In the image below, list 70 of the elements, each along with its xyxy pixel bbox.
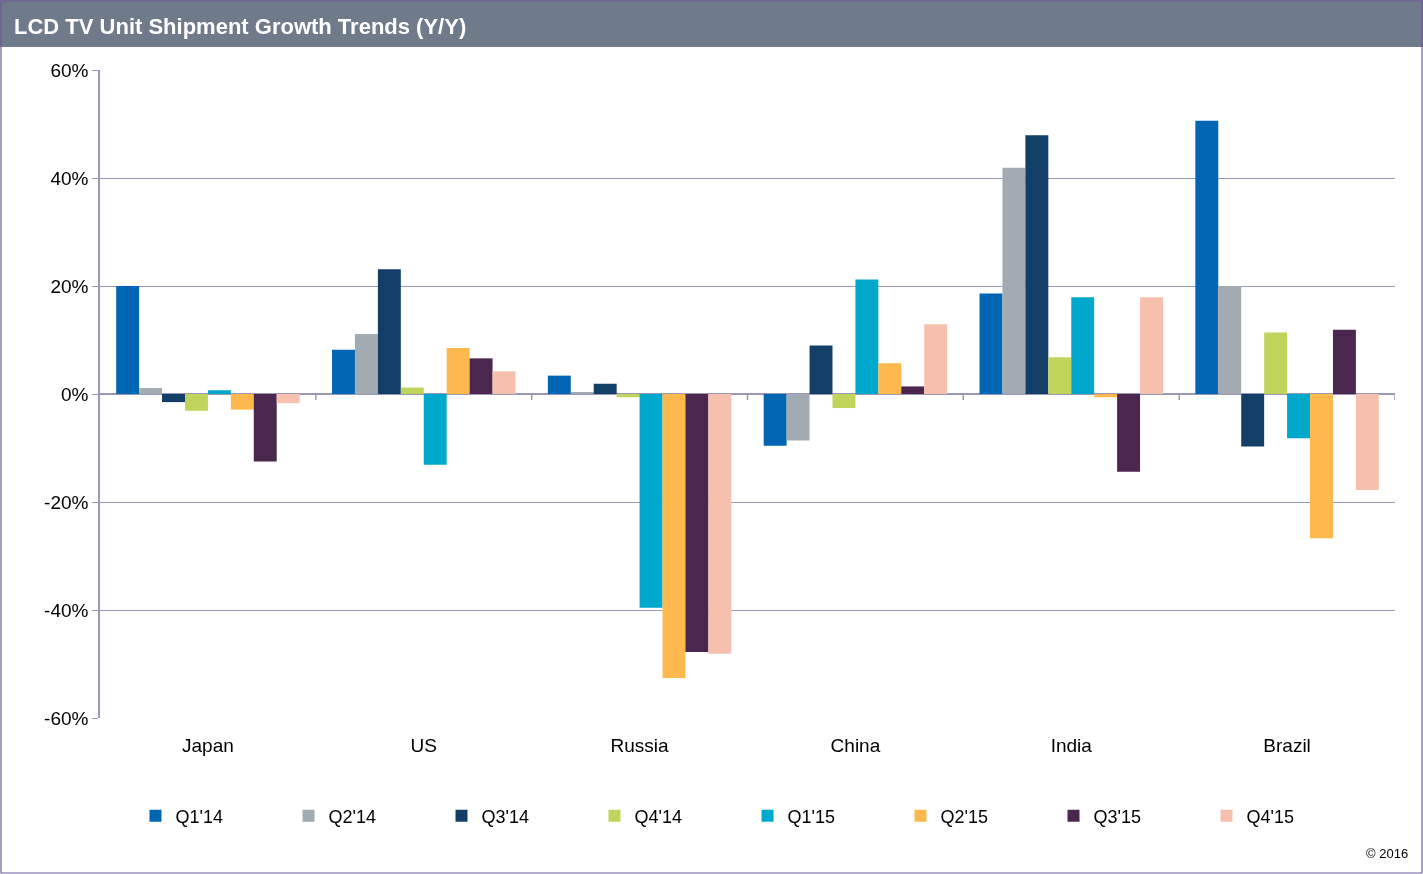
- bar: [423, 394, 447, 465]
- legend-label: Q3'15: [1093, 806, 1141, 827]
- x-tick-label: Japan: [182, 735, 234, 756]
- legend-label: Q3'14: [481, 806, 529, 827]
- bar: [1310, 394, 1333, 539]
- legend-label: Q2'15: [940, 806, 988, 827]
- bar: [1002, 167, 1026, 394]
- chart-title: LCD TV Unit Shipment Growth Trends (Y/Y): [14, 13, 467, 39]
- bar: [162, 394, 185, 403]
- bar: [1241, 394, 1265, 447]
- bar: [1048, 357, 1072, 394]
- bar: [786, 394, 810, 441]
- text: © 2016: [1366, 846, 1409, 861]
- y-tick-label: 0%: [60, 383, 89, 405]
- bar: [1140, 297, 1163, 394]
- y-tick-label: 60%: [50, 59, 89, 81]
- bar: [354, 334, 378, 394]
- bar: [616, 394, 640, 398]
- bar: [1332, 329, 1356, 394]
- bar: [139, 388, 163, 394]
- bar: [855, 279, 879, 394]
- legend-label: Q1'14: [175, 806, 223, 827]
- bar: [1195, 120, 1219, 394]
- bar: [547, 375, 571, 394]
- bar: [593, 383, 617, 394]
- bar: [469, 358, 493, 394]
- bar: [1264, 332, 1288, 394]
- bar: [230, 394, 254, 410]
- x-tick-label: Russia: [610, 735, 670, 756]
- bar: [492, 371, 516, 394]
- bar: [184, 394, 208, 411]
- bar: [763, 394, 787, 446]
- bar: [1287, 394, 1311, 439]
- bar: [662, 394, 686, 679]
- legend-label: Q4'14: [634, 806, 682, 827]
- bar: [878, 363, 902, 394]
- bar: [979, 293, 1003, 394]
- bar: [1025, 135, 1049, 394]
- legend-label: Q1'15: [787, 806, 835, 827]
- bar: [1071, 297, 1095, 394]
- x-tick-label: China: [830, 735, 881, 756]
- bar: [1117, 394, 1141, 472]
- x-tick-label: Brazil: [1263, 735, 1311, 756]
- legend-label: Q4'15: [1246, 806, 1294, 827]
- bar: [1094, 394, 1118, 398]
- bar: [400, 387, 424, 394]
- bar: [116, 286, 140, 394]
- bar: [708, 394, 732, 654]
- legend-label: Q2'14: [328, 806, 376, 827]
- bar: [377, 269, 401, 394]
- y-tick-label: -40%: [44, 599, 89, 621]
- y-tick-label: -60%: [44, 707, 89, 729]
- bar: [901, 386, 925, 394]
- bar: [332, 349, 355, 394]
- bar: [832, 394, 856, 409]
- bar: [1355, 394, 1379, 491]
- bar: [446, 348, 470, 394]
- x-tick-label: US: [410, 735, 437, 756]
- bar: [1218, 286, 1242, 394]
- y-tick-label: 20%: [50, 275, 89, 297]
- bar: [639, 394, 663, 608]
- bar: [924, 324, 948, 394]
- y-tick-label: -20%: [44, 491, 89, 513]
- bar: [253, 394, 277, 462]
- bar: [207, 390, 231, 394]
- bar: [685, 394, 709, 653]
- y-tick-label: 40%: [50, 167, 89, 189]
- bar: [276, 394, 300, 404]
- bar: [809, 345, 833, 394]
- x-tick-label: India: [1050, 735, 1093, 756]
